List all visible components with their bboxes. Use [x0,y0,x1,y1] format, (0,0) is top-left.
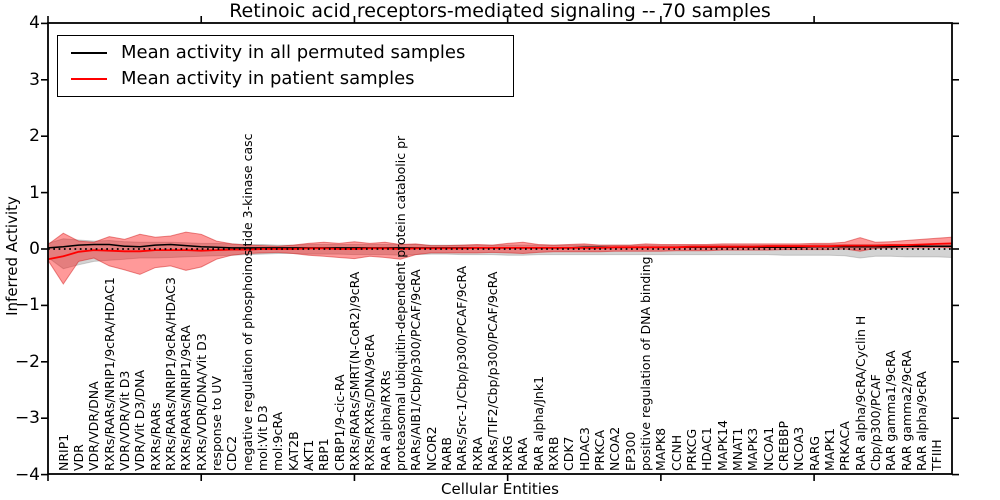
x-category-label: VDR/VDR/Vit D3 [117,370,133,471]
legend-item-patient: Mean activity in patient samples [71,69,513,89]
x-category-label: CREBBP [775,421,791,471]
x-category-label: NCOA2 [607,426,623,471]
x-category-label: KAT2B [285,431,301,471]
patient-std-band [47,231,953,285]
x-category-label: MAPK3 [745,427,761,471]
x-category-label: VDR [71,444,87,471]
chart-title: Retinoic acid receptors-mediated signali… [229,0,771,22]
legend-label-patient: Mean activity in patient samples [121,68,415,90]
x-category-label: NCOR2 [423,426,439,471]
x-category-label: RXRG [500,435,516,471]
x-category-label: RAR alpha/Jnk1 [530,375,546,471]
legend-item-permuted: Mean activity in all permuted samples [71,41,513,63]
x-category-label: MNAT1 [729,427,745,471]
x-category-label: RXRs/VDR/DNA/Vit D3 [193,333,209,471]
patient-line-swatch [71,78,107,81]
x-category-label: CCNH [668,434,684,471]
y-tick-label: 3 [29,69,40,90]
x-category-label: RXRB [546,436,562,471]
x-category-label: AKT1 [300,439,316,471]
x-category-label: mol:Vit D3 [255,405,270,471]
x-category-label: RARB [438,437,454,471]
x-category-label: RXRs/RARs/SMRT(N-CoR2)/9cRA [346,271,362,471]
x-category-label: HDAC3 [576,427,592,471]
x-category-label: PRKCA [592,429,608,471]
x-category-label: RXRs/RARs [147,402,163,471]
x-category-label: RAR alpha/RXRs [377,370,393,471]
x-category-label: RXRs/RARs/NRIP1/9cRA [178,325,194,471]
x-category-label: RXRs/RXRs/DNA/9cRA [362,334,378,471]
x-category-label: CDK7 [561,436,577,471]
x-category-label: RBP1 [316,438,332,471]
y-tick-label: −2 [14,351,40,372]
x-category-label: RARs/AIB1/Cbp/p300/PCAF/9cRA [408,269,424,471]
x-category-label: proteasomal ubiquitin-dependent protein … [392,135,408,471]
y-tick-label: −3 [14,408,40,429]
x-category-label: PRKCG [684,428,700,471]
patient-mean-line [47,242,953,261]
x-category-label: NCOA3 [791,426,807,471]
x-category-label: MAPK8 [653,427,669,471]
x-category-label: EP300 [622,431,638,471]
y-tick-label: 1 [29,182,40,203]
y-tick-label: 2 [29,126,40,147]
permuted-line-swatch [71,51,107,54]
x-category-label: VDR/Vit D3/DNA [132,369,148,471]
x-category-label: PRKACA [837,421,853,471]
x-category-label: mol:9cRA [270,411,286,471]
x-category-label: RARA [515,437,531,471]
x-category-label: RARG [806,435,822,471]
legend: Mean activity in all permuted samples Me… [57,35,514,97]
x-category-label: NCOA1 [760,426,776,471]
x-category-label: RXRs/RARs/NRIP1/9cRA/HDAC1 [101,277,117,471]
y-tick-label: 0 [29,239,40,259]
x-category-label: RARs/Src-1/Cbp/p300/PCAF/9cRA [454,265,470,471]
x-axis-label: Cellular Entities [441,480,559,498]
x-category-label: positive regulation of DNA binding [638,256,654,471]
x-category-label: response to UV [209,376,225,471]
x-category-label: NRIP1 [55,433,71,471]
x-category-label: MAPK1 [821,427,837,471]
x-category-label: MAPK14 [714,420,730,471]
x-category-label: RARs/TIF2/Cbp/p300/PCAF/9cRA [484,271,500,471]
x-category-label: RXRs/RARs/NRIP1/9cRA/HDAC3 [163,277,179,471]
y-tick-label: −4 [14,464,40,485]
x-category-label: Cbp/p300/PCAF [867,374,883,471]
x-category-label: CDC2 [224,435,240,471]
x-category-label: TFIIH [929,439,945,471]
x-category-label: HDAC1 [699,427,715,471]
legend-label-permuted: Mean activity in all permuted samples [121,41,466,63]
x-category-label: negative regulation of phosphoinositide … [239,133,255,472]
x-category-label: RAR gamma2/9cRA [898,350,914,471]
x-category-label: RAR alpha/9cRA/Cyclin H [852,315,868,471]
x-category-label: VDR/VDR/DNA [86,381,102,471]
x-category-label: RXRA [469,437,485,471]
y-tick-label: 4 [29,13,40,34]
x-category-label: RAR alpha/9cRA [913,371,929,471]
y-tick-label: −1 [14,295,40,316]
x-category-label: CRBP1/9-cic-RA [331,374,347,471]
x-category-label: RAR gamma1/9cRA [883,350,899,471]
